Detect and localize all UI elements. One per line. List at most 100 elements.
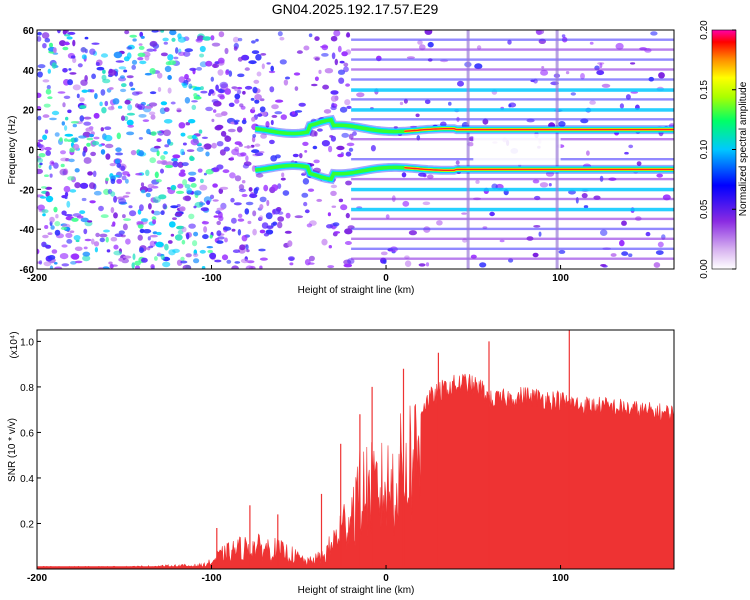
noise-blob: [148, 111, 156, 116]
noise-blob: [247, 220, 252, 225]
noise-blob: [248, 60, 257, 65]
noise-blob: [271, 104, 279, 110]
noise-blob: [61, 244, 68, 248]
noise-blob: [149, 40, 158, 47]
noise-blob: [220, 130, 227, 137]
noise-blob: [118, 66, 127, 70]
noise-blob: [255, 38, 259, 42]
noise-blob: [186, 232, 190, 240]
noise-blob: [326, 224, 333, 229]
noise-blob: [189, 156, 195, 161]
noise-blob: [120, 234, 126, 238]
noise-blob: [112, 98, 120, 105]
noise-blob: [245, 155, 249, 162]
noise-blob: [74, 137, 79, 143]
noise-blob: [237, 73, 245, 78]
noise-blob: [93, 190, 102, 196]
noise-blob: [241, 119, 247, 125]
harmonic-band: [351, 88, 674, 92]
noise-blob: [45, 150, 51, 156]
noise-blob: [216, 164, 224, 170]
noise-blob: [173, 56, 179, 60]
noise-blob: [302, 141, 309, 146]
noise-blob: [120, 88, 127, 93]
noise-blob: [49, 216, 55, 223]
vertical-break: [555, 30, 559, 269]
noise-blob: [217, 236, 225, 240]
noise-blob: [117, 105, 123, 109]
noise-blob: [589, 100, 596, 105]
snr-panel: -200 -100 0 100 0.2 0.4 0.6 0.8 1.0 Height of s…: [7, 329, 675, 596]
noise-blob: [181, 226, 187, 233]
noise-blob: [330, 90, 339, 95]
noise-blob: [175, 47, 179, 54]
noise-blob: [327, 265, 335, 269]
noise-blob: [188, 171, 197, 176]
noise-blob: [292, 111, 295, 115]
noise-blob: [156, 130, 162, 134]
noise-blob: [178, 76, 186, 83]
noise-blob: [234, 88, 239, 92]
noise-blob: [251, 50, 260, 54]
noise-blob: [196, 147, 204, 152]
noise-blob: [457, 80, 464, 87]
noise-blob: [149, 68, 156, 75]
noise-blob: [188, 119, 196, 124]
noise-blob: [343, 66, 349, 73]
x-tick-label: 100: [552, 273, 569, 284]
noise-blob: [330, 135, 336, 142]
noise-blob: [79, 115, 85, 122]
noise-blob: [236, 89, 242, 95]
snr-xlabel: Height of straight line (km): [298, 585, 415, 596]
noise-blob: [171, 37, 176, 42]
noise-blob: [37, 36, 42, 42]
noise-blob: [265, 212, 273, 220]
noise-blob: [83, 246, 88, 250]
noise-blob: [558, 249, 566, 254]
noise-blob: [37, 168, 43, 175]
harmonic-band: [351, 217, 674, 221]
noise-blob: [150, 114, 156, 120]
noise-blob: [281, 172, 285, 178]
noise-blob: [402, 200, 410, 207]
noise-blob: [263, 184, 269, 192]
noise-blob: [49, 173, 53, 178]
noise-blob: [113, 51, 123, 59]
noise-blob: [135, 265, 140, 269]
noise-blob: [475, 179, 480, 184]
vertical-break: [466, 30, 470, 269]
noise-blob: [139, 247, 144, 254]
noise-blob: [224, 47, 229, 55]
noise-blob: [254, 99, 260, 104]
noise-blob: [237, 37, 243, 42]
y-tick-label: 0.4: [20, 474, 34, 485]
noise-blob: [266, 62, 271, 65]
noise-blob: [95, 232, 100, 238]
noise-blob: [399, 101, 404, 106]
noise-blob: [586, 150, 590, 156]
noise-blob: [580, 73, 585, 80]
noise-blob: [148, 245, 154, 249]
noise-blob: [408, 230, 417, 236]
noise-blob: [270, 65, 275, 72]
noise-blob: [330, 105, 337, 111]
noise-blob: [44, 129, 49, 134]
noise-blob: [67, 176, 75, 181]
noise-blob: [182, 195, 192, 201]
colorbar-tick-label: 0.10: [699, 139, 710, 159]
noise-blob: [105, 236, 109, 243]
noise-blob: [538, 231, 542, 237]
noise-blob: [345, 151, 352, 157]
noise-blob: [157, 252, 161, 257]
noise-blob: [68, 68, 72, 71]
noise-blob: [172, 154, 181, 159]
noise-blob: [289, 262, 294, 266]
noise-blob: [131, 59, 138, 65]
snr-baseline: [37, 566, 674, 569]
noise-blob: [254, 143, 261, 147]
noise-blob: [99, 233, 108, 238]
noise-blob: [186, 149, 195, 153]
noise-blob: [213, 109, 217, 113]
noise-blob: [186, 187, 193, 194]
